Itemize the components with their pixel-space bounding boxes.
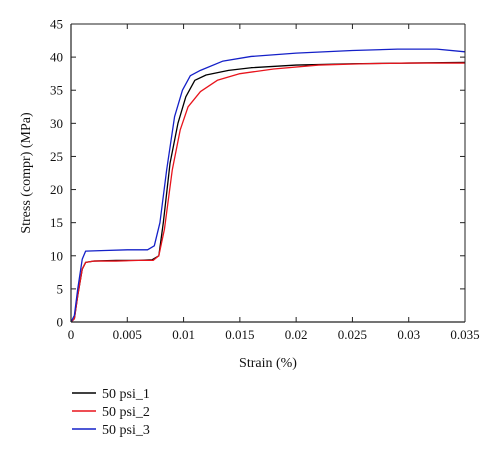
y-tick-label: 15 — [50, 215, 63, 230]
y-tick-label: 40 — [50, 50, 63, 65]
series-line-3 — [70, 48, 466, 323]
x-tick-label: 0 — [68, 327, 75, 342]
legend-label-1: 50 psi_1 — [102, 387, 150, 402]
y-tick-label: 20 — [50, 182, 63, 197]
x-tick-label: 0.01 — [172, 327, 195, 342]
y-tick-label: 5 — [57, 281, 64, 296]
legend: 50 psi_1 50 psi_2 50 psi_3 — [72, 387, 150, 438]
series-line-2 — [70, 62, 465, 323]
y-tick-label: 0 — [57, 315, 64, 330]
series-line-1 — [70, 61, 466, 323]
series-layer — [70, 48, 466, 323]
x-tick-label: 0.005 — [113, 327, 142, 342]
y-tick-label: 10 — [50, 248, 63, 263]
axes-layer: 0 0.005 0.01 0.015 0.02 0.025 0.03 0.035 0 5 10 15 2… — [50, 17, 480, 343]
x-tick-label: 0.02 — [285, 327, 308, 342]
x-tick-label: 0.03 — [397, 327, 420, 342]
y-tick-label: 25 — [50, 149, 63, 164]
x-tick-label: 0.015 — [225, 327, 254, 342]
legend-label-2: 50 psi_2 — [102, 405, 150, 420]
y-axis-title: Stress (compr) (MPa) — [19, 112, 34, 234]
x-axis-title: Strain (%) — [239, 356, 297, 371]
y-tick-label: 45 — [50, 17, 63, 32]
legend-label-3: 50 psi_3 — [102, 423, 150, 438]
y-tick-label: 30 — [50, 116, 63, 131]
y-tick-label: 35 — [50, 83, 63, 98]
x-tick-label: 0.035 — [450, 327, 479, 342]
x-tick-label: 0.025 — [338, 327, 367, 342]
